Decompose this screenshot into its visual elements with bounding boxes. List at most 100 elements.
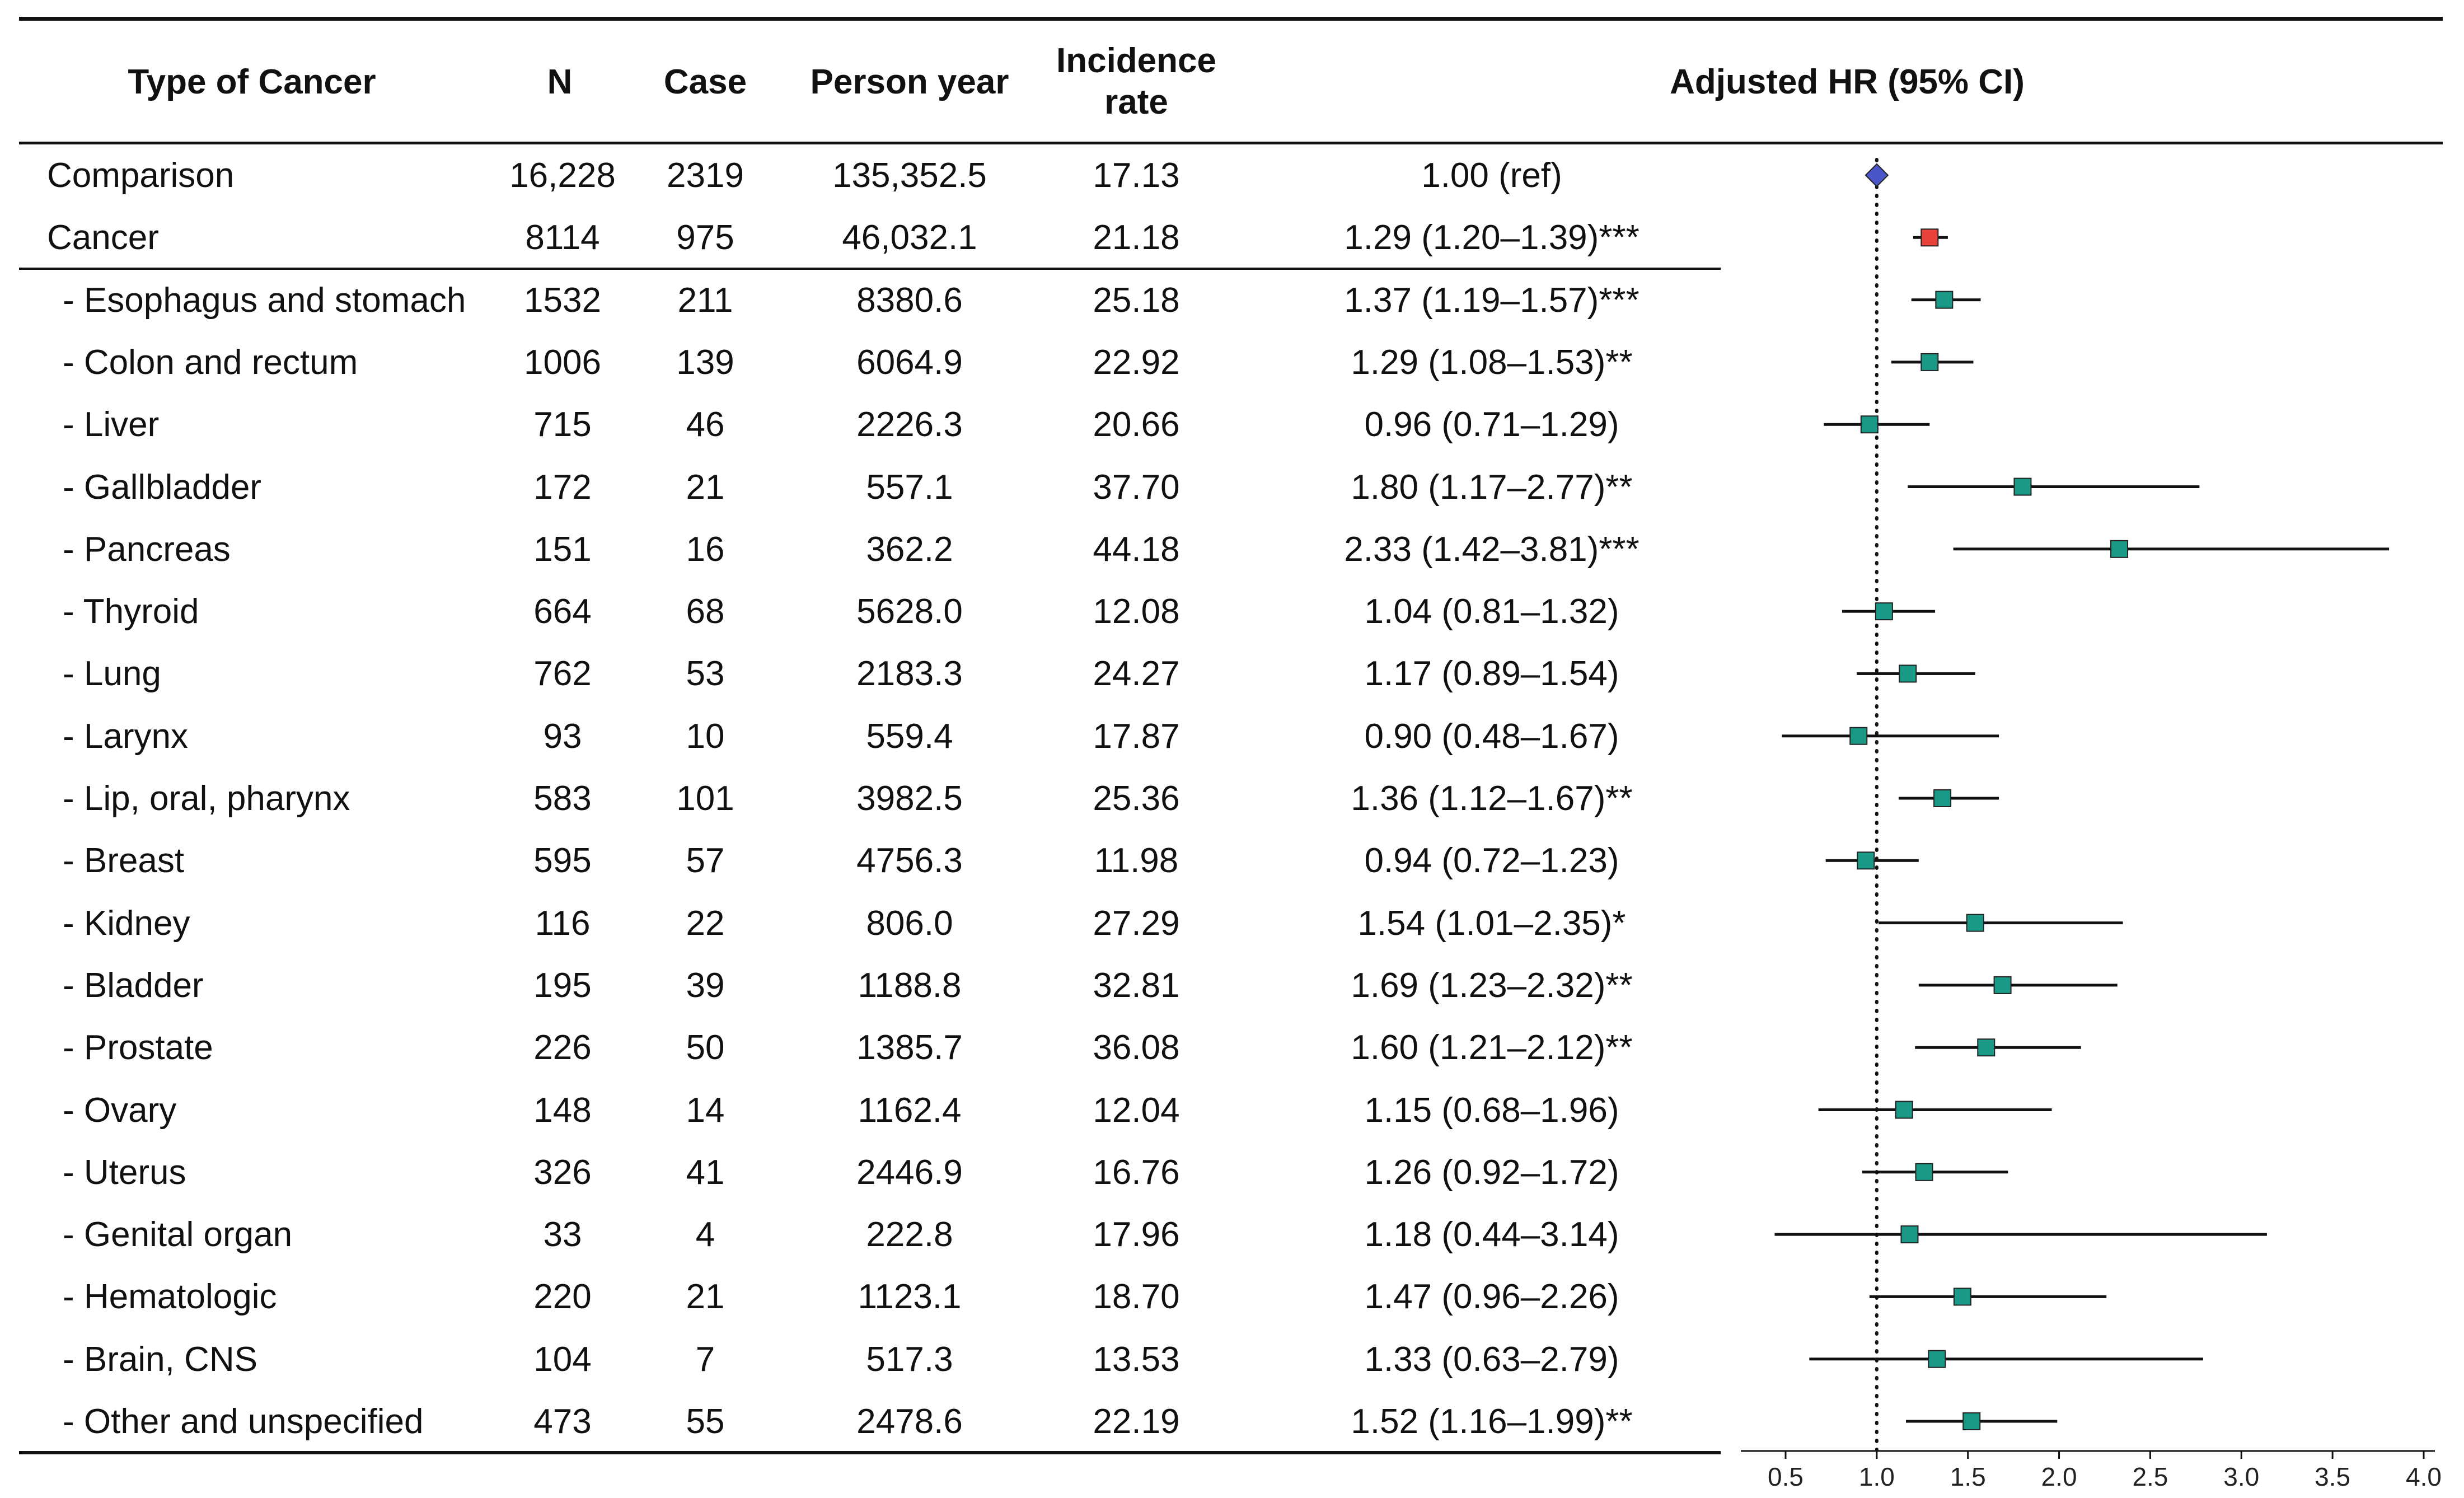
row-n: 195 (533, 966, 592, 1005)
row-incidence-rate: 17.96 (1093, 1215, 1180, 1254)
header-n: N (547, 63, 573, 101)
header-rule (19, 142, 2443, 144)
row-label: - Thyroid (63, 592, 199, 631)
row-n: 16,228 (509, 156, 616, 195)
hr-point-marker (1966, 914, 1984, 932)
row-adjusted-hr: 2.33 (1.42–3.81)*** (1344, 530, 1639, 569)
row-label: - Bladder (63, 966, 204, 1005)
top-rule (19, 17, 2443, 21)
row-label: - Gallbladder (63, 467, 261, 507)
row-case: 211 (677, 280, 733, 320)
row-adjusted-hr: 1.37 (1.19–1.57)*** (1344, 280, 1639, 320)
row-incidence-rate: 20.66 (1093, 405, 1180, 444)
row-n: 473 (533, 1402, 592, 1441)
row-person-year: 1385.7 (856, 1028, 963, 1068)
row-case: 101 (676, 779, 734, 818)
x-tick-label: 3.0 (2223, 1462, 2259, 1491)
row-label: Comparison (47, 156, 235, 195)
hr-point-marker (1977, 1038, 1995, 1057)
hr-point-marker (2013, 478, 2032, 496)
header-case: Case (663, 63, 747, 101)
row-adjusted-hr: 0.96 (0.71–1.29) (1364, 405, 1619, 444)
row-case: 41 (686, 1153, 725, 1192)
row-n: 8114 (525, 218, 600, 258)
row-person-year: 559.4 (866, 717, 953, 756)
row-incidence-rate: 17.13 (1093, 156, 1180, 195)
row-n: 148 (533, 1090, 592, 1130)
row-incidence-rate: 37.70 (1093, 467, 1180, 507)
row-n: 1006 (524, 343, 601, 382)
row-case: 10 (686, 717, 725, 756)
row-label: - Lung (63, 654, 161, 694)
row-case: 68 (686, 592, 725, 631)
row-adjusted-hr: 1.17 (0.89–1.54) (1364, 654, 1619, 694)
row-label: - Esophagus and stomach (63, 280, 466, 320)
hr-point-marker (1920, 228, 1939, 247)
row-adjusted-hr: 1.54 (1.01–2.35)* (1357, 904, 1626, 943)
row-adjusted-hr: 1.26 (0.92–1.72) (1364, 1153, 1619, 1192)
row-label: - Larynx (63, 717, 188, 756)
hr-point-marker (1993, 976, 2012, 994)
row-person-year: 806.0 (866, 904, 953, 943)
x-tick-label: 3.5 (2315, 1462, 2350, 1491)
row-n: 172 (533, 467, 592, 507)
hr-point-marker (1962, 1412, 1981, 1430)
row-incidence-rate: 27.29 (1093, 904, 1180, 943)
row-label: - Brain, CNS (63, 1340, 257, 1379)
row-adjusted-hr: 1.33 (0.63–2.79) (1364, 1340, 1619, 1379)
row-adjusted-hr: 1.00 (ref) (1421, 156, 1562, 195)
hr-point-marker (1933, 789, 1952, 807)
row-case: 2319 (667, 156, 744, 195)
x-tick-label: 4.0 (2406, 1462, 2442, 1491)
row-n: 220 (533, 1277, 592, 1317)
bottom-rule (19, 1451, 1721, 1454)
row-person-year: 1123.1 (858, 1277, 962, 1317)
row-adjusted-hr: 1.47 (0.96–2.26) (1364, 1277, 1619, 1317)
row-case: 139 (676, 343, 734, 382)
row-person-year: 1188.8 (858, 966, 962, 1005)
x-tick-label: 1.0 (1859, 1462, 1895, 1491)
row-adjusted-hr: 1.80 (1.17–2.77)** (1351, 467, 1633, 507)
row-incidence-rate: 11.98 (1094, 841, 1179, 881)
row-incidence-rate: 17.87 (1093, 717, 1180, 756)
row-incidence-rate: 22.92 (1093, 343, 1180, 382)
row-case: 16 (686, 530, 725, 569)
row-n: 664 (533, 592, 592, 631)
row-person-year: 222.8 (866, 1215, 953, 1254)
row-person-year: 5628.0 (856, 592, 963, 631)
row-n: 595 (533, 841, 592, 881)
row-incidence-rate: 25.18 (1093, 280, 1180, 320)
row-incidence-rate: 13.53 (1093, 1340, 1180, 1379)
row-adjusted-hr: 1.36 (1.12–1.67)** (1351, 779, 1633, 818)
hr-point-marker (1875, 602, 1893, 621)
hr-point-marker (1915, 1163, 1933, 1181)
row-label: - Colon and rectum (63, 343, 358, 382)
row-case: 22 (686, 904, 725, 943)
row-n: 116 (535, 904, 591, 943)
row-case: 39 (686, 966, 725, 1005)
row-case: 7 (695, 1340, 715, 1379)
hr-point-marker (1899, 664, 1917, 683)
hr-point-marker (1935, 291, 1954, 309)
x-tick-label: 2.5 (2132, 1462, 2168, 1491)
row-adjusted-hr: 1.29 (1.20–1.39)*** (1344, 218, 1639, 258)
header-person-year: Person year (810, 63, 1009, 101)
reference-marker-diamond (1865, 163, 1889, 188)
row-person-year: 4756.3 (856, 841, 963, 881)
row-person-year: 8380.6 (856, 280, 963, 320)
row-case: 975 (676, 218, 734, 258)
row-incidence-rate: 12.04 (1093, 1090, 1180, 1130)
row-person-year: 517.3 (866, 1340, 953, 1379)
row-n: 762 (533, 654, 592, 694)
row-adjusted-hr: 1.15 (0.68–1.96) (1364, 1090, 1619, 1130)
row-incidence-rate: 12.08 (1093, 592, 1180, 631)
row-incidence-rate: 44.18 (1093, 530, 1180, 569)
row-n: 93 (543, 717, 582, 756)
row-case: 14 (686, 1090, 725, 1130)
row-n: 326 (533, 1153, 592, 1192)
row-person-year: 6064.9 (856, 343, 963, 382)
row-n: 715 (533, 405, 592, 444)
row-adjusted-hr: 1.18 (0.44–3.14) (1364, 1215, 1619, 1254)
